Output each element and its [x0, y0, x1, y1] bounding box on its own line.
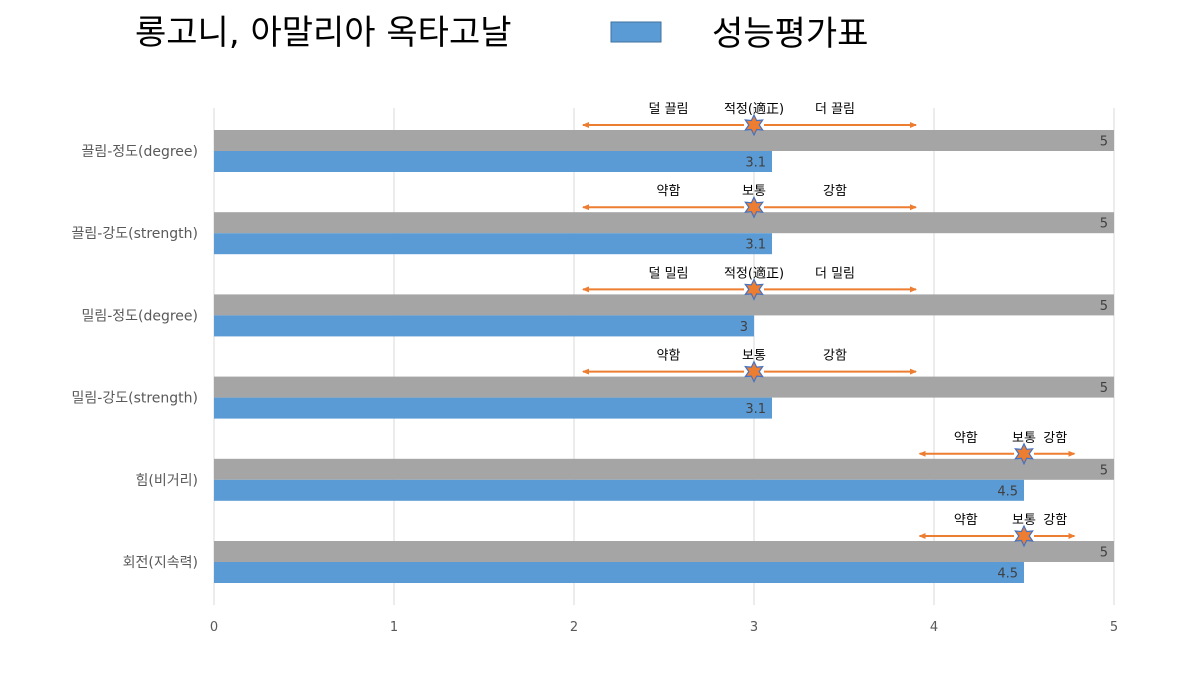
annotation-center: 보통 [742, 184, 766, 199]
chart-title: 롱고니, 아말리아 옥타고날 [135, 13, 512, 53]
bar-score [214, 397, 772, 419]
annotation-left: 약함 [657, 184, 681, 199]
data-label: 3 [740, 320, 748, 335]
bar-max [214, 212, 1114, 234]
star-marker [744, 277, 764, 301]
annotation-left: 덜 끌림 [648, 102, 688, 117]
star-marker [744, 113, 764, 137]
category-label: 힘(비거리) [136, 473, 198, 489]
annotation-left: 약함 [954, 431, 978, 446]
bars [214, 130, 1114, 583]
category-label: 회전(지속력) [123, 555, 198, 571]
annotation-right: 강함 [823, 184, 847, 199]
labels: 0 1 2 3 4 5 5 3.1 끌림-정도(degree) 5 3.1 끌림-강도(strengt… [72, 135, 1119, 636]
x-tick-label: 1 [390, 620, 398, 635]
category-label: 밀림-정도(degree) [81, 308, 198, 324]
bar-score [214, 233, 772, 255]
category-label: 끌림-정도(degree) [81, 144, 198, 160]
star-marker [1014, 442, 1034, 466]
annotation-left: 덜 밀림 [648, 266, 688, 281]
data-label: 5 [1100, 299, 1108, 314]
data-label: 3.1 [745, 238, 766, 253]
legend-label: 성능평가표 [712, 14, 868, 54]
data-label: 5 [1100, 381, 1108, 396]
bar-score [214, 562, 1024, 583]
data-label: 5 [1100, 217, 1108, 232]
bar-max [214, 541, 1114, 562]
bar-max [214, 376, 1114, 398]
x-tick-label: 5 [1110, 620, 1118, 635]
annotation-left: 약함 [954, 513, 978, 528]
bar-max [214, 294, 1114, 316]
x-tick-label: 2 [570, 620, 578, 635]
x-tick-label: 4 [930, 620, 938, 635]
data-label: 5 [1100, 546, 1108, 561]
annotation-right: 더 밀림 [815, 266, 855, 281]
annotation-right: 강함 [823, 349, 847, 364]
bar-score [214, 151, 772, 172]
bar-score [214, 479, 1024, 501]
annotation-right: 더 끌림 [815, 102, 855, 117]
category-label: 밀림-강도(strength) [72, 391, 198, 407]
x-tick-label: 3 [750, 620, 758, 635]
gridlines [213, 108, 1115, 605]
star-marker [1014, 524, 1034, 548]
data-label: 5 [1100, 135, 1108, 150]
annotation-center: 보통 [1012, 513, 1036, 528]
data-label: 3.1 [745, 402, 766, 417]
annotation-center: 보통 [742, 349, 766, 364]
annotation-center: 보통 [1012, 431, 1036, 446]
annotation-center: 적정(適正) [724, 101, 784, 117]
x-tick-label: 0 [210, 620, 218, 635]
star-marker [744, 195, 764, 219]
annotation-right: 강함 [1043, 513, 1067, 528]
legend-swatch [610, 21, 662, 43]
data-label: 3.1 [745, 156, 766, 171]
data-label: 5 [1100, 463, 1108, 478]
bar-max [214, 458, 1114, 480]
data-label: 4.5 [997, 567, 1018, 582]
annotation-left: 약함 [657, 349, 681, 364]
bar-max [214, 130, 1114, 151]
data-label: 4.5 [997, 484, 1018, 499]
annotation-center: 적정(適正) [724, 265, 784, 281]
star-marker [744, 360, 764, 384]
category-label: 끌림-강도(strength) [72, 226, 198, 242]
bar-score [214, 315, 754, 337]
annotation-right: 강함 [1043, 431, 1067, 446]
